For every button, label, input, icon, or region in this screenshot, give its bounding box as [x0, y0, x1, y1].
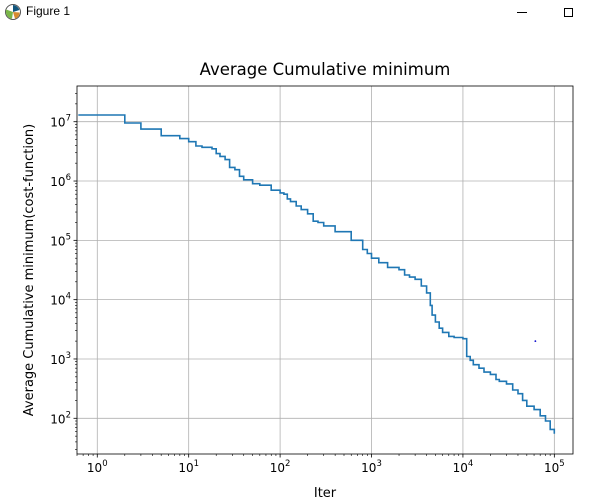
chart-title: Average Cumulative minimum: [200, 60, 451, 79]
plot-frame: [76, 85, 574, 455]
y-tick-label-2: 104: [50, 292, 71, 308]
grid: [77, 86, 573, 454]
window-titlebar: Figure 1: [0, 0, 597, 24]
x-tick-label-1: 101: [178, 459, 199, 475]
window-title: Figure 1: [26, 4, 71, 18]
maximize-icon: [563, 7, 573, 17]
minimize-button[interactable]: [499, 0, 545, 24]
minimize-icon: [517, 11, 527, 13]
axis-ticks: 100 101 102 103 104 105 102 103 104 105 106 107: [50, 93, 565, 475]
annotation-markers: [534, 340, 537, 343]
y-axis-label: Average Cumulative minimum(cost-function…: [22, 124, 37, 416]
x-tick-label-5: 105: [544, 459, 565, 475]
maximize-button[interactable]: [545, 0, 591, 24]
matplotlib-figure-icon: [5, 4, 21, 20]
y-tick-label-1: 103: [50, 351, 71, 367]
x-axis-label: Iter: [314, 486, 337, 499]
y-tick-label-0: 102: [50, 410, 71, 426]
series-line: [78, 114, 556, 434]
x-tick-label-0: 100: [87, 459, 108, 475]
y-tick-label-4: 106: [50, 173, 71, 189]
x-tick-label-2: 102: [270, 459, 291, 475]
annotation-marker-0: [534, 340, 537, 343]
y-tick-label-5: 107: [50, 114, 71, 130]
chart-canvas: 100 101 102 103 104 105 102 103 104 105 106 107 Ave…: [22, 60, 574, 499]
x-tick-label-4: 104: [453, 459, 474, 475]
x-tick-label-3: 103: [361, 459, 382, 475]
y-tick-label-3: 105: [50, 232, 71, 248]
